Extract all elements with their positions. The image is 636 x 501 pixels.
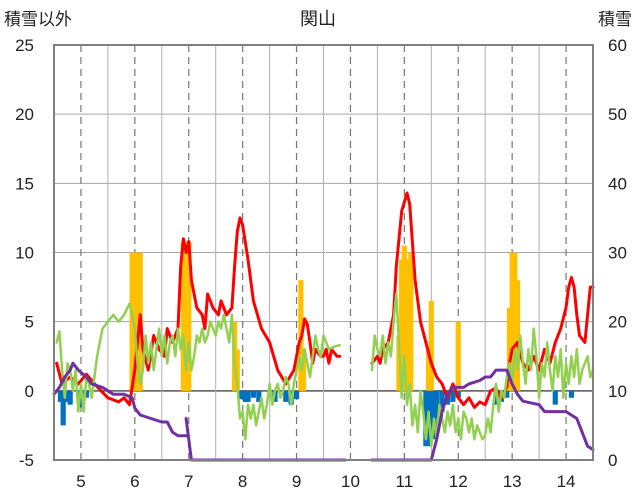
bar <box>401 245 407 391</box>
bar <box>439 390 445 412</box>
y-left-tick-label: -5 <box>19 451 34 470</box>
green-line-segment <box>370 292 595 448</box>
bar <box>250 390 257 398</box>
bar <box>67 390 73 405</box>
x-tick-label: 12 <box>449 472 468 491</box>
y-left-tick-label: 15 <box>15 174 34 193</box>
bar <box>404 259 410 391</box>
purple-line-segment <box>52 361 188 438</box>
bar <box>83 390 89 398</box>
bar <box>434 390 440 419</box>
bar <box>506 307 513 391</box>
bar <box>504 390 510 398</box>
left-axis-title: 積雪以外 <box>4 10 72 30</box>
x-tick-label: 10 <box>341 472 360 491</box>
red-line-segment <box>370 191 595 409</box>
y-right-tick-label: 20 <box>608 313 627 332</box>
x-tick-label: 11 <box>396 472 414 491</box>
bar <box>568 390 575 398</box>
bar <box>552 390 558 405</box>
right-axis-title: 積雪 <box>598 10 632 30</box>
bar <box>256 390 262 402</box>
y-right-tick-label: 60 <box>608 36 627 55</box>
bar <box>514 280 521 391</box>
bar <box>408 252 414 391</box>
bar <box>78 390 84 408</box>
bar <box>493 390 499 405</box>
bars-layer <box>57 241 575 447</box>
bar <box>129 252 135 391</box>
bar <box>512 252 518 391</box>
tick-labels: -5 0 5 10 15 20 25 0 10 20 30 40 50 60 5 6 7 8 9 10 11 12 13 14 <box>15 36 627 491</box>
purple-line-segment <box>370 368 595 462</box>
y-left-tick-label: 10 <box>15 244 34 263</box>
bar <box>57 390 64 402</box>
red-line-segment <box>55 216 342 407</box>
y-right-tick-label: 50 <box>608 105 627 124</box>
bar <box>450 390 456 402</box>
x-tick-label: 13 <box>503 472 522 491</box>
x-tick-label: 8 <box>238 472 247 491</box>
bar <box>242 390 248 402</box>
bar <box>237 390 243 400</box>
bar <box>134 252 141 391</box>
bar <box>428 300 434 391</box>
bar <box>186 241 192 391</box>
y-right-tick-label: 10 <box>608 382 627 401</box>
y-left-tick-label: 5 <box>25 313 34 332</box>
y-left-tick-label: 0 <box>25 382 34 401</box>
x-tick-label: 5 <box>76 472 85 491</box>
bar <box>509 252 515 391</box>
y-right-tick-label: 30 <box>608 244 627 263</box>
bar <box>245 390 251 402</box>
green-line-segment <box>55 302 341 441</box>
bar <box>399 259 405 391</box>
x-tick-label: 6 <box>130 472 139 491</box>
bar <box>283 390 289 402</box>
purple-line-segment <box>184 417 347 462</box>
chart-title: 関山 <box>300 9 336 30</box>
bar <box>132 252 138 391</box>
x-tick-label: 14 <box>557 472 576 491</box>
bar <box>431 390 437 440</box>
bar <box>183 294 189 391</box>
bar <box>293 390 300 400</box>
bar <box>426 349 432 391</box>
bar <box>455 321 461 391</box>
bar <box>240 390 246 400</box>
bar <box>300 349 307 391</box>
bar <box>428 390 434 426</box>
y-left-tick-label: 20 <box>15 105 34 124</box>
plot-frame <box>53 44 594 461</box>
y-left-tick-label: 25 <box>15 36 34 55</box>
bar <box>180 241 186 391</box>
y-right-tick-label: 0 <box>608 451 617 470</box>
x-tick-label: 9 <box>292 472 301 491</box>
bar <box>234 349 240 391</box>
x-tick-label: 7 <box>184 472 193 491</box>
bar <box>423 390 429 447</box>
bar <box>60 390 66 426</box>
y-right-tick-label: 40 <box>608 174 627 193</box>
